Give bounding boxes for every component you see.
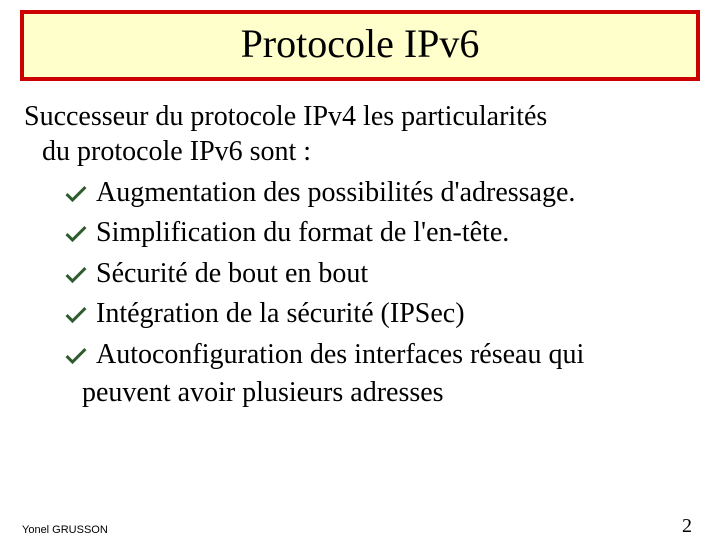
list-item: Simplification du format de l'en-tête. (62, 213, 696, 253)
check-icon (62, 179, 90, 207)
list-item: Augmentation des possibilités d'adressag… (62, 173, 696, 213)
bullet-text: Intégration de la sécurité (IPSec) (96, 296, 465, 332)
list-item: Autoconfiguration des interfaces réseau … (62, 335, 696, 375)
list-item: Intégration de la sécurité (IPSec) (62, 294, 696, 334)
title-box: Protocole IPv6 (20, 10, 700, 81)
bullet-text: Sécurité de bout en bout (96, 256, 368, 292)
check-icon (62, 260, 90, 288)
intro-line-2: du protocole IPv6 sont : (24, 134, 696, 169)
content-area: Successeur du protocole IPv4 les particu… (0, 81, 720, 411)
check-icon (62, 300, 90, 328)
footer-author: Yonel GRUSSON (22, 524, 108, 536)
bullet-text: Augmentation des possibilités d'adressag… (96, 175, 575, 211)
check-icon (62, 341, 90, 369)
page-title: Protocole IPv6 (241, 21, 480, 66)
footer-page-number: 2 (682, 515, 692, 538)
bullet-text: Autoconfiguration des interfaces réseau … (96, 337, 584, 373)
bullet-text: Simplification du format de l'en-tête. (96, 215, 509, 251)
intro-line-1: Successeur du protocole IPv4 les particu… (24, 99, 696, 134)
list-item: Sécurité de bout en bout (62, 254, 696, 294)
check-icon (62, 219, 90, 247)
bullet-text-continuation: peuvent avoir plusieurs adresses (62, 375, 696, 411)
bullet-list: Augmentation des possibilités d'adressag… (24, 169, 696, 411)
